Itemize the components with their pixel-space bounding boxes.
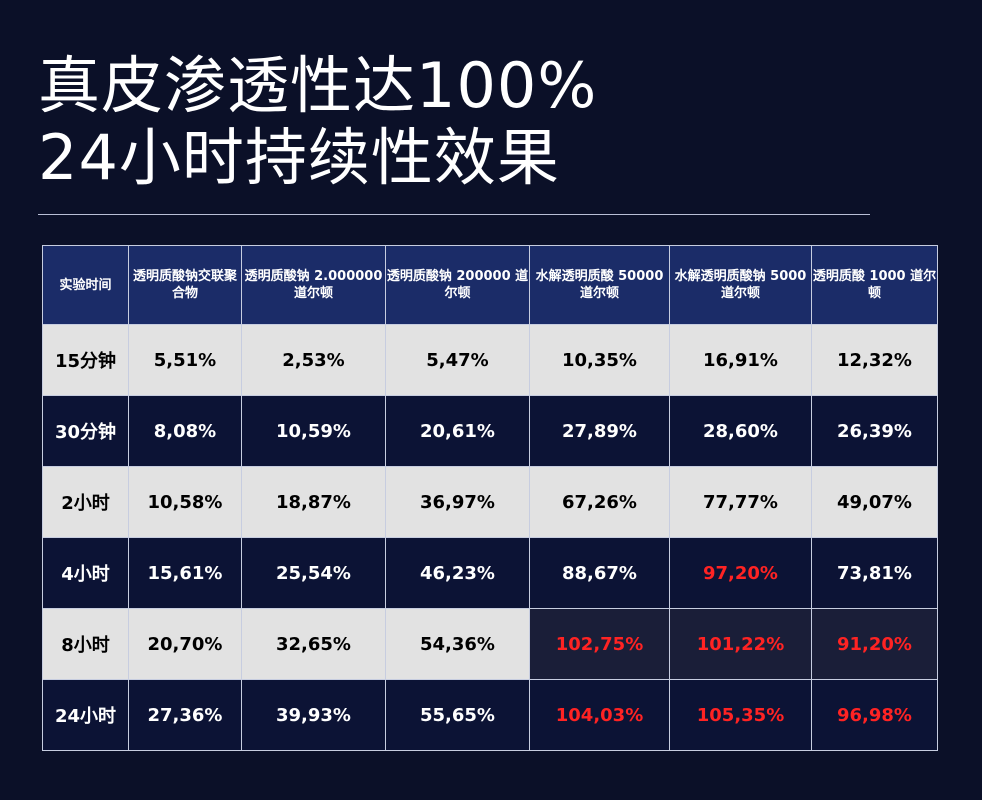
table-cell: 18,87%: [241, 466, 386, 538]
row-time: 15分钟: [42, 324, 129, 396]
row-time: 24小时: [42, 679, 129, 751]
table-cell: 12,32%: [811, 324, 938, 396]
table-cell: 88,67%: [529, 537, 670, 609]
penetration-table: 实验时间 透明质酸钠交联聚合物 透明质酸钠 2.000000 道尔顿 透明质酸钠…: [42, 245, 938, 751]
table-cell-highlight: 97,20%: [669, 537, 812, 609]
table-cell: 27,89%: [529, 395, 670, 467]
table-row: 2小时 10,58% 18,87% 36,97% 67,26% 77,77% 4…: [42, 466, 938, 538]
header-time: 实验时间: [42, 245, 129, 325]
table-cell: 73,81%: [811, 537, 938, 609]
table-row: 15分钟 5,51% 2,53% 5,47% 10,35% 16,91% 12,…: [42, 324, 938, 396]
table-cell: 2,53%: [241, 324, 386, 396]
table-cell: 28,60%: [669, 395, 812, 467]
table-cell-highlight: 105,35%: [669, 679, 812, 751]
table-cell: 55,65%: [385, 679, 530, 751]
table-row: 4小时 15,61% 25,54% 46,23% 88,67% 97,20% 7…: [42, 537, 938, 609]
table-cell: 16,91%: [669, 324, 812, 396]
table-cell: 10,35%: [529, 324, 670, 396]
header-col-1: 透明质酸钠交联聚合物: [128, 245, 242, 325]
table-cell: 77,77%: [669, 466, 812, 538]
table-cell: 26,39%: [811, 395, 938, 467]
table-cell: 32,65%: [241, 608, 386, 680]
title-divider: [38, 214, 870, 215]
table-cell: 15,61%: [128, 537, 242, 609]
table-cell: 5,47%: [385, 324, 530, 396]
title-line-1: 真皮渗透性达100%: [38, 49, 598, 122]
table-cell: 20,70%: [128, 608, 242, 680]
header-col-5: 水解透明质酸钠 5000 道尔顿: [669, 245, 812, 325]
table-cell-highlight: 91,20%: [811, 608, 938, 680]
table-cell: 36,97%: [385, 466, 530, 538]
table-cell: 27,36%: [128, 679, 242, 751]
table-row: 30分钟 8,08% 10,59% 20,61% 27,89% 28,60% 2…: [42, 395, 938, 467]
table-cell-highlight: 96,98%: [811, 679, 938, 751]
page-title: 真皮渗透性达100% 24小时持续性效果: [38, 50, 597, 194]
table-cell: 8,08%: [128, 395, 242, 467]
header-col-2: 透明质酸钠 2.000000 道尔顿: [241, 245, 386, 325]
table-cell: 20,61%: [385, 395, 530, 467]
table-cell: 10,59%: [241, 395, 386, 467]
row-time: 8小时: [42, 608, 129, 680]
table-cell-highlight: 104,03%: [529, 679, 670, 751]
table-cell: 25,54%: [241, 537, 386, 609]
table-header-row: 实验时间 透明质酸钠交联聚合物 透明质酸钠 2.000000 道尔顿 透明质酸钠…: [42, 245, 938, 325]
row-time: 30分钟: [42, 395, 129, 467]
table-cell-highlight: 102,75%: [529, 608, 670, 680]
header-col-3: 透明质酸钠 200000 道尔顿: [385, 245, 530, 325]
row-time: 2小时: [42, 466, 129, 538]
table-cell: 54,36%: [385, 608, 530, 680]
table-cell-highlight: 101,22%: [669, 608, 812, 680]
table-cell: 49,07%: [811, 466, 938, 538]
table-cell: 5,51%: [128, 324, 242, 396]
table-cell: 39,93%: [241, 679, 386, 751]
title-line-2: 24小时持续性效果: [38, 121, 560, 194]
header-col-4: 水解透明质酸 50000 道尔顿: [529, 245, 670, 325]
table-cell: 10,58%: [128, 466, 242, 538]
table-cell: 67,26%: [529, 466, 670, 538]
table-cell: 46,23%: [385, 537, 530, 609]
header-col-6: 透明质酸 1000 道尔顿: [811, 245, 938, 325]
row-time: 4小时: [42, 537, 129, 609]
table-row: 24小时 27,36% 39,93% 55,65% 104,03% 105,35…: [42, 679, 938, 751]
table-row: 8小时 20,70% 32,65% 54,36% 102,75% 101,22%…: [42, 608, 938, 680]
